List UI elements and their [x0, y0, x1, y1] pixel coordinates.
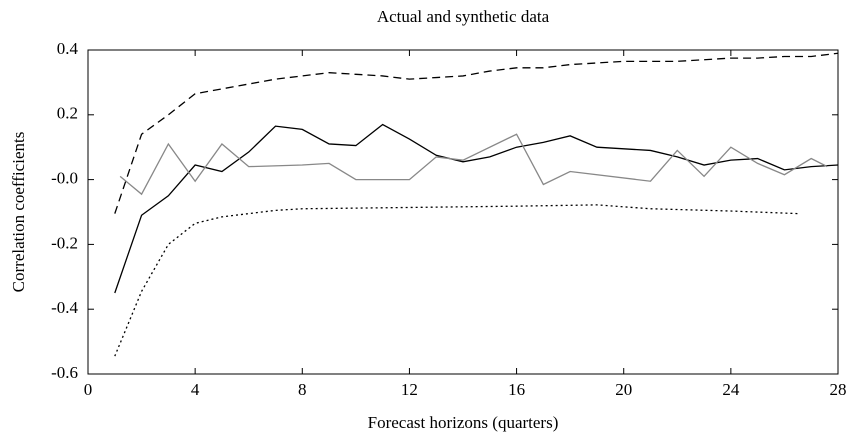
line-series	[114, 123, 839, 294]
x-tick-label: 12	[401, 380, 418, 399]
y-tick-label: -0.0	[51, 169, 78, 188]
y-tick-label: -0.2	[51, 233, 78, 252]
chart-title: Actual and synthetic data	[377, 7, 550, 26]
line-series	[119, 133, 828, 196]
x-tick-label: 4	[191, 380, 200, 399]
y-tick-label: -0.6	[51, 363, 78, 382]
x-tick-label: 24	[722, 380, 740, 399]
line-series	[114, 52, 839, 214]
y-tick-label: 0.2	[57, 104, 78, 123]
y-tick-label: -0.4	[51, 298, 78, 317]
x-tick-label: 28	[830, 380, 847, 399]
x-axis-label: Forecast horizons (quarters)	[368, 413, 559, 432]
plot-frame	[87, 49, 839, 375]
x-tick-label: 16	[508, 380, 525, 399]
x-tick-label: 0	[84, 380, 93, 399]
x-tick-label: 8	[298, 380, 307, 399]
x-tick-label: 20	[615, 380, 632, 399]
y-tick-label: 0.4	[57, 39, 79, 58]
line-series	[114, 204, 798, 357]
y-axis-label: Correlation coefficients	[9, 132, 28, 293]
